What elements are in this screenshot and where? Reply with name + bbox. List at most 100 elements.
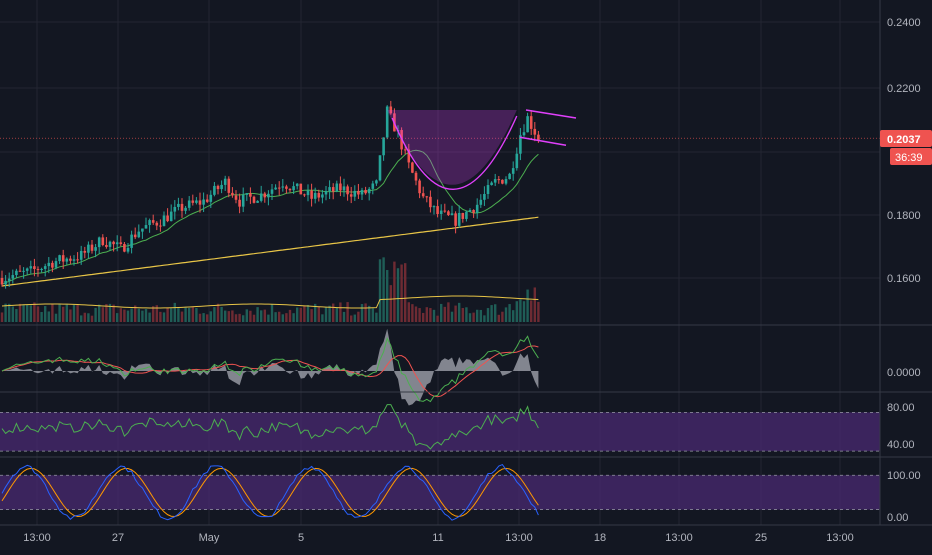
candle-body[interactable] [249, 193, 252, 197]
candle-body[interactable] [11, 275, 15, 279]
candle-body[interactable] [18, 270, 22, 272]
candle-body[interactable] [198, 200, 202, 205]
candle-body[interactable] [310, 190, 313, 199]
candle-body[interactable] [270, 189, 274, 194]
candle-body[interactable] [54, 261, 58, 268]
candle-body[interactable] [238, 199, 241, 207]
candle-body[interactable] [43, 266, 47, 269]
candle-body[interactable] [267, 193, 270, 198]
candle-body[interactable] [245, 193, 249, 195]
candle-body[interactable] [4, 280, 7, 285]
candle-body[interactable] [439, 210, 443, 214]
candle-body[interactable] [169, 211, 173, 222]
candle-body[interactable] [173, 206, 177, 212]
candle-body[interactable] [299, 183, 303, 195]
candle-body[interactable] [461, 213, 465, 219]
candle-body[interactable] [457, 213, 461, 226]
candle-body[interactable] [529, 116, 533, 129]
candle-body[interactable] [511, 168, 515, 174]
candle-body[interactable] [220, 184, 223, 190]
candle-body[interactable] [385, 106, 389, 138]
candle-body[interactable] [22, 270, 25, 272]
candle-body[interactable] [313, 192, 317, 199]
candle-body[interactable] [141, 228, 144, 232]
candle-body[interactable] [353, 190, 357, 197]
candle-body[interactable] [33, 266, 36, 270]
candle-body[interactable] [479, 199, 483, 205]
candle-body[interactable] [61, 255, 65, 262]
candle-body[interactable] [36, 269, 40, 271]
candle-body[interactable] [184, 207, 187, 211]
candle-body[interactable] [180, 203, 184, 211]
candle-body[interactable] [241, 194, 245, 207]
candle-body[interactable] [303, 194, 306, 196]
candle-body[interactable] [360, 190, 364, 195]
candle-body[interactable] [483, 193, 486, 200]
candle-body[interactable] [342, 186, 346, 191]
candle-body[interactable] [418, 180, 421, 194]
candle-body[interactable] [407, 149, 411, 163]
candle-body[interactable] [526, 116, 529, 133]
candle-body[interactable] [324, 191, 328, 195]
candle-body[interactable] [223, 178, 227, 185]
candle-body[interactable] [58, 255, 61, 262]
candle-body[interactable] [47, 262, 51, 267]
candle-body[interactable] [130, 234, 133, 248]
candle-body[interactable] [65, 258, 69, 262]
candle-body[interactable] [328, 187, 331, 192]
candle-body[interactable] [209, 194, 213, 202]
candle-body[interactable] [72, 259, 76, 261]
candle-body[interactable] [195, 200, 198, 203]
candle-body[interactable] [421, 193, 425, 197]
candle-body[interactable] [371, 183, 375, 189]
candle-body[interactable] [515, 153, 519, 169]
candle-body[interactable] [436, 206, 439, 214]
candle-body[interactable] [97, 237, 101, 248]
candle-body[interactable] [493, 179, 497, 183]
candle-body[interactable] [177, 203, 180, 207]
candle-body[interactable] [339, 183, 342, 191]
candle-body[interactable] [79, 250, 83, 260]
candle-body[interactable] [317, 192, 321, 198]
candle-body[interactable] [331, 187, 335, 192]
candle-body[interactable] [187, 200, 191, 208]
candle-body[interactable] [126, 247, 130, 252]
candle-body[interactable] [256, 200, 259, 203]
candle-body[interactable] [155, 222, 159, 226]
candle-body[interactable] [288, 188, 292, 191]
candle-body[interactable] [378, 155, 382, 181]
candle-body[interactable] [216, 185, 220, 190]
candle-body[interactable] [519, 135, 522, 154]
candle-body[interactable] [83, 250, 87, 253]
candle-body[interactable] [468, 209, 472, 212]
candle-body[interactable] [227, 178, 231, 193]
candle-body[interactable] [357, 190, 360, 195]
candle-body[interactable] [162, 215, 166, 227]
candle-body[interactable] [76, 259, 79, 261]
candle-body[interactable] [277, 187, 281, 189]
candle-body[interactable] [411, 162, 414, 173]
candle-body[interactable] [497, 179, 501, 181]
candle-body[interactable] [90, 244, 94, 251]
candle-body[interactable] [429, 196, 432, 208]
candle-body[interactable] [475, 204, 479, 213]
candle-body[interactable] [137, 231, 141, 238]
candle-body[interactable] [105, 245, 108, 247]
candle-body[interactable] [252, 196, 256, 203]
candle-body[interactable] [123, 243, 126, 252]
candle-body[interactable] [414, 172, 418, 181]
candle-body[interactable] [346, 186, 349, 195]
candle-body[interactable] [29, 266, 33, 269]
candle-body[interactable] [454, 213, 457, 226]
candle-body[interactable] [335, 183, 339, 192]
candle-body[interactable] [274, 187, 277, 190]
candle-body[interactable] [151, 220, 155, 223]
candle-body[interactable] [133, 234, 137, 238]
candle-body[interactable] [87, 244, 90, 253]
candle-body[interactable] [231, 192, 234, 196]
candle-body[interactable] [7, 278, 11, 281]
candle-body[interactable] [508, 173, 511, 180]
candle-body[interactable] [364, 190, 367, 194]
candle-body[interactable] [432, 206, 436, 208]
candle-body[interactable] [69, 258, 72, 261]
